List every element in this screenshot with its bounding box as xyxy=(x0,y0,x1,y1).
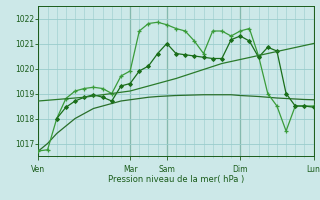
X-axis label: Pression niveau de la mer( hPa ): Pression niveau de la mer( hPa ) xyxy=(108,175,244,184)
